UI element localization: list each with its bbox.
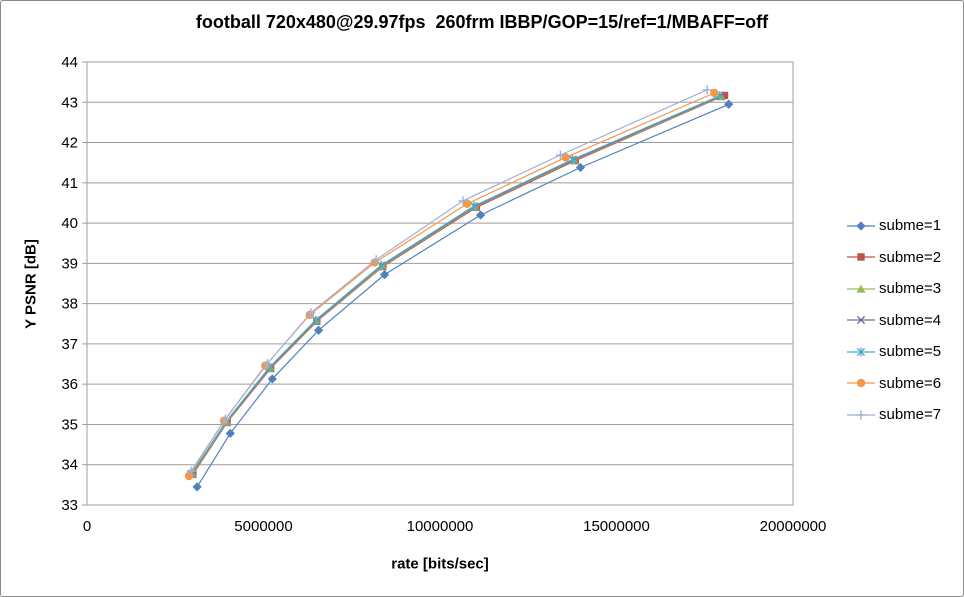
plus-marker-icon bbox=[306, 308, 316, 318]
y-tick-label-44: 44 bbox=[61, 54, 78, 71]
legend-key-subme=2 bbox=[847, 253, 875, 261]
plus-marker-icon bbox=[555, 150, 565, 160]
legend-key-subme=6 bbox=[847, 379, 875, 388]
plot-border bbox=[86, 61, 794, 506]
square-marker-icon bbox=[857, 253, 865, 261]
series-subme=5 bbox=[187, 91, 724, 478]
square-marker-icon bbox=[720, 91, 729, 100]
legend-label-subme=2: subme=2 bbox=[879, 248, 942, 266]
series-line-subme=2 bbox=[192, 94, 725, 475]
y-tick-label-37: 37 bbox=[61, 336, 78, 353]
legend-item-subme=7: subme=7 bbox=[846, 399, 941, 431]
diamond-marker-icon bbox=[724, 99, 734, 109]
diamond-marker-icon bbox=[856, 221, 866, 231]
series-line-subme=4 bbox=[191, 95, 721, 474]
diamond-marker-icon bbox=[379, 270, 390, 280]
diamond-marker-icon bbox=[575, 162, 586, 173]
legend-item-subme=2: subme=2 bbox=[846, 242, 941, 274]
y-tick-label-42: 42 bbox=[61, 135, 78, 152]
x-tick-label-15000000: 15000000 bbox=[583, 518, 650, 535]
circle-marker-icon bbox=[710, 88, 719, 98]
legend-key-subme=4 bbox=[847, 316, 875, 325]
legend-label-subme=5: subme=5 bbox=[879, 343, 942, 361]
series-subme=2 bbox=[189, 91, 729, 479]
asterisk-marker-icon bbox=[311, 315, 320, 325]
asterisk-marker-icon bbox=[469, 201, 478, 211]
circle-marker-icon bbox=[856, 379, 866, 388]
legend: subme=1 subme=2 subme=3 subme=4 subme=5 subme… bbox=[846, 210, 941, 431]
circle-marker-icon bbox=[462, 199, 472, 208]
legend-key-subme=7 bbox=[847, 410, 875, 420]
legend-item-subme=1: subme=1 bbox=[846, 210, 941, 242]
plus-marker-icon bbox=[856, 410, 866, 420]
y-tick-label-43: 43 bbox=[61, 94, 78, 111]
y-tick-label-35: 35 bbox=[61, 416, 78, 433]
legend-label-subme=4: subme=4 bbox=[879, 311, 942, 329]
asterisk-marker-icon bbox=[568, 155, 577, 164]
plus-marker-icon bbox=[220, 414, 230, 424]
series-subme=7 bbox=[186, 85, 712, 476]
x-tick-label-0: 0 bbox=[83, 518, 91, 535]
diamond-marker-icon bbox=[475, 210, 486, 220]
chart-title: football 720x480@29.97fps 260frm IBBP/GO… bbox=[195, 12, 769, 32]
series-subme=3 bbox=[187, 92, 726, 478]
diamond-marker-icon bbox=[313, 325, 324, 335]
x-tick-label-5000000: 5000000 bbox=[234, 518, 292, 535]
legend-key-subme=1 bbox=[847, 221, 875, 231]
legend-item-subme=5: subme=5 bbox=[846, 336, 941, 368]
diamond-marker-icon bbox=[192, 482, 202, 492]
plus-marker-icon bbox=[262, 359, 272, 369]
legend-label-subme=3: subme=3 bbox=[879, 280, 942, 298]
diamond-marker-icon bbox=[267, 374, 277, 384]
plus-marker-icon bbox=[186, 466, 196, 476]
series-line-subme=5 bbox=[191, 95, 720, 474]
legend-label-subme=1: subme=1 bbox=[879, 217, 942, 235]
x-axis-title: rate [bits/sec] bbox=[391, 555, 489, 573]
x-marker-icon bbox=[856, 316, 866, 325]
x-tick-label-20000000: 20000000 bbox=[760, 518, 827, 535]
y-tick-label-36: 36 bbox=[61, 376, 78, 393]
y-tick-label-40: 40 bbox=[61, 215, 78, 232]
series-subme=6 bbox=[184, 88, 719, 481]
series-line-subme=7 bbox=[190, 89, 708, 472]
series-line-subme=1 bbox=[196, 103, 730, 488]
diamond-marker-icon bbox=[225, 428, 235, 438]
legend-label-subme=6: subme=6 bbox=[879, 374, 942, 392]
plus-marker-icon bbox=[458, 196, 468, 206]
legend-key-subme=5 bbox=[847, 347, 875, 357]
x-tick-label-10000000: 10000000 bbox=[407, 518, 474, 535]
triangle-marker-icon bbox=[856, 284, 866, 293]
series-subme=1 bbox=[192, 99, 734, 492]
y-tick-label-34: 34 bbox=[61, 457, 78, 474]
series-subme=4 bbox=[188, 92, 725, 478]
plus-marker-icon bbox=[371, 255, 381, 265]
y-tick-label-41: 41 bbox=[61, 175, 78, 192]
plus-marker-icon bbox=[702, 85, 712, 95]
series-line-subme=6 bbox=[188, 92, 715, 477]
legend-item-subme=4: subme=4 bbox=[846, 305, 941, 337]
legend-item-subme=3: subme=3 bbox=[846, 273, 941, 305]
y-axis-title: Y PSNR [dB] bbox=[22, 239, 40, 329]
legend-key-subme=3 bbox=[847, 284, 875, 293]
series-line-subme=3 bbox=[191, 96, 722, 475]
legend-label-subme=7: subme=7 bbox=[879, 406, 942, 424]
y-tick-label-33: 33 bbox=[61, 497, 78, 514]
y-tick-label-38: 38 bbox=[61, 296, 78, 313]
asterisk-marker-icon bbox=[856, 347, 866, 357]
circle-marker-icon bbox=[184, 471, 194, 481]
legend-item-subme=6: subme=6 bbox=[846, 368, 941, 400]
y-tick-label-39: 39 bbox=[61, 255, 78, 272]
